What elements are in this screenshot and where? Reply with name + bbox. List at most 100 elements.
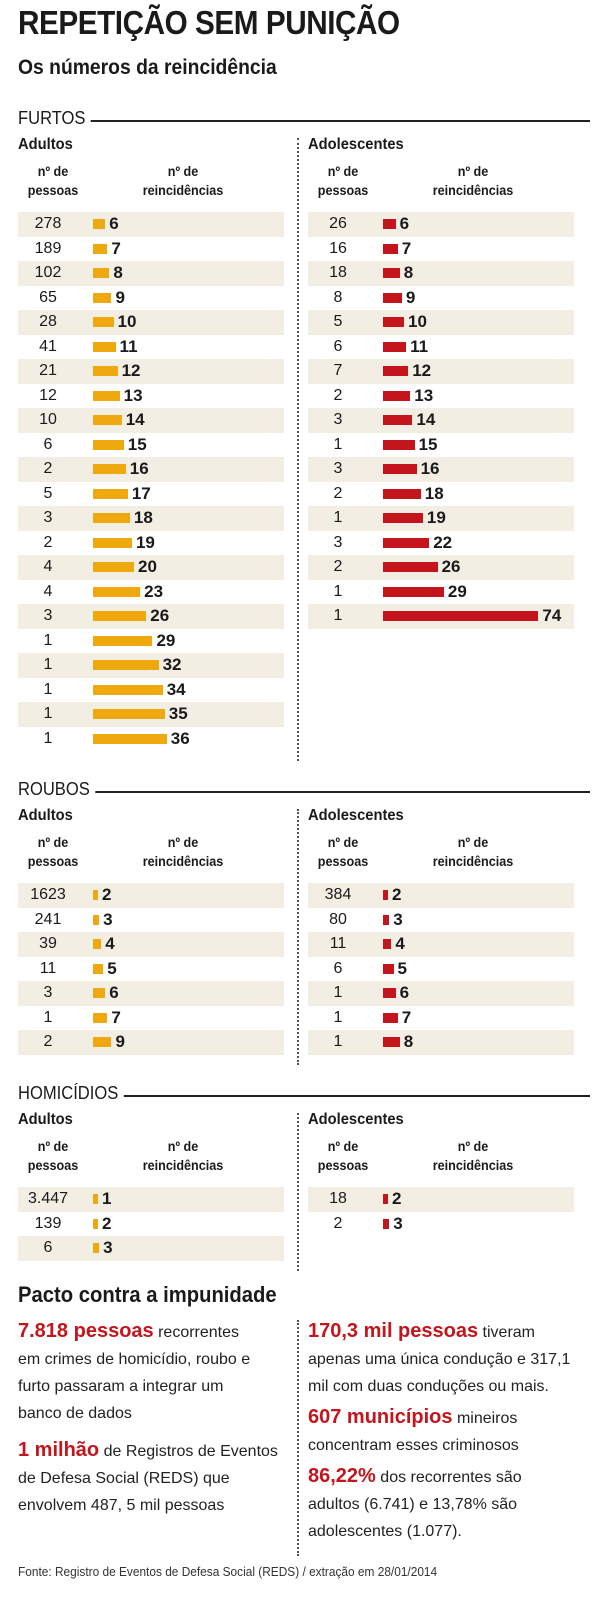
table-row: 18 8: [308, 261, 574, 286]
people-count: 6: [43, 1239, 53, 1256]
table-row: 5 10: [308, 310, 574, 335]
bar: [93, 709, 165, 719]
people-count: 6: [333, 337, 343, 355]
stat-single-line3: mil com duas conduções ou mais.: [308, 1378, 549, 1395]
bar-value-label: 35: [168, 704, 188, 723]
column-header-recidivism: nº de reincidências: [432, 1138, 514, 1173]
column-header-people: nº de pessoas: [27, 834, 79, 869]
column-header-recidivism: nº de reincidências: [142, 163, 224, 198]
people-count: 41: [39, 337, 57, 355]
bar-value-label: 6: [109, 983, 119, 1002]
bar-value-label: 11: [119, 336, 138, 356]
people-count: 65: [39, 288, 57, 306]
bar: [93, 562, 134, 572]
table-row: 3 16: [308, 457, 574, 482]
table-row: 278 6: [18, 212, 284, 237]
table-row: 1 36: [18, 727, 284, 752]
people-count: 26: [329, 215, 347, 232]
bar: [93, 1243, 100, 1253]
group-title: Adultos: [18, 1111, 73, 1128]
pacto-divider: [297, 1320, 299, 1556]
table-row: 16 7: [308, 237, 574, 262]
people-count: 278: [34, 215, 62, 232]
bar: [383, 963, 394, 974]
bar-value-label: 23: [144, 581, 164, 601]
bar: [383, 243, 398, 254]
bar-value-label: 36: [170, 728, 190, 748]
bar: [383, 562, 438, 572]
pacto-left-text: 7.818 pessoas recorrentes em crimes de h…: [18, 1318, 288, 1519]
people-count: 1: [333, 509, 343, 526]
bar: [93, 513, 130, 523]
table-row: 102 8: [18, 261, 284, 286]
bar: [93, 684, 163, 695]
people-count: 1: [43, 729, 53, 747]
bar-value-label: 6: [399, 214, 410, 233]
section-rule: [18, 1095, 590, 1097]
bar: [93, 963, 104, 974]
stat-records-text: de Registros de Eventos: [99, 1443, 278, 1460]
column-header-recidivism: nº de reincidências: [432, 163, 514, 198]
bar-value-label: 11: [410, 336, 429, 356]
people-count: 1: [333, 984, 343, 1001]
people-count: 4: [43, 582, 53, 600]
stat-single: 170,3 mil pessoas: [308, 1320, 479, 1342]
table-row: 4 20: [18, 555, 284, 580]
section-title: HOMICÍDIOS: [18, 1083, 124, 1104]
table-row: 1 35: [18, 702, 284, 727]
column-header-recidivism: nº de reincidências: [432, 834, 514, 869]
people-count: 384: [324, 886, 352, 903]
column-header-people: nº de pessoas: [317, 834, 369, 869]
pacto-right-text: 170,3 mil pessoas tiveram apenas uma úni…: [308, 1318, 593, 1545]
infographic-subtitle: Os números da reincidência: [18, 56, 277, 79]
column-header-people: nº de pessoas: [317, 163, 369, 198]
bar: [93, 586, 141, 597]
column-header-people: nº de pessoas: [27, 163, 79, 198]
bar-value-label: 29: [447, 581, 467, 601]
table-row: 39 4: [18, 932, 284, 957]
bar-value-label: 3: [103, 1238, 113, 1257]
section-title: FURTOS: [18, 108, 92, 129]
table-row: 241 3: [18, 908, 284, 933]
people-count: 189: [34, 239, 62, 257]
people-count: 1: [43, 1008, 53, 1026]
bar-value-label: 7: [111, 1007, 121, 1027]
bar-value-label: 14: [416, 410, 436, 429]
table-row: 5 17: [18, 482, 284, 507]
people-count: 5: [43, 484, 53, 502]
bar-value-label: 12: [412, 361, 432, 380]
bar: [383, 611, 539, 621]
table-row: 1 74: [308, 604, 574, 629]
bar: [93, 988, 106, 998]
stat-people-line3: furto passaram a integrar um: [18, 1378, 224, 1395]
table-row: 2 13: [308, 384, 574, 409]
table-row: 139 2: [18, 1212, 284, 1237]
bar-value-label: 8: [113, 263, 123, 282]
table-row: 28 10: [18, 310, 284, 335]
group-title: Adultos: [18, 807, 73, 824]
bar-value-label: 9: [115, 1032, 125, 1051]
group-title: Adolescentes: [308, 1111, 404, 1128]
table-row: 3 14: [308, 408, 574, 433]
infographic-title: REPETIÇÃO SEM PUNIÇÃO: [18, 4, 400, 41]
table-row: 41 11: [18, 335, 284, 360]
stat-adults-pct-line2: adultos (6.741) e 13,78% são: [308, 1496, 518, 1513]
people-count: 2: [43, 533, 53, 551]
group-divider: [297, 809, 299, 1065]
bar: [383, 464, 417, 474]
bar-value-label: 4: [395, 934, 405, 953]
stat-adults-pct: 86,22%: [308, 1465, 376, 1487]
group-title: Adultos: [18, 136, 73, 153]
table-row: 2 16: [18, 457, 284, 482]
people-count: 1: [333, 1033, 343, 1050]
column-header-people: nº de pessoas: [317, 1138, 369, 1173]
bar: [93, 464, 126, 474]
bar-value-label: 34: [166, 679, 186, 699]
table-row: 2 26: [308, 555, 574, 580]
